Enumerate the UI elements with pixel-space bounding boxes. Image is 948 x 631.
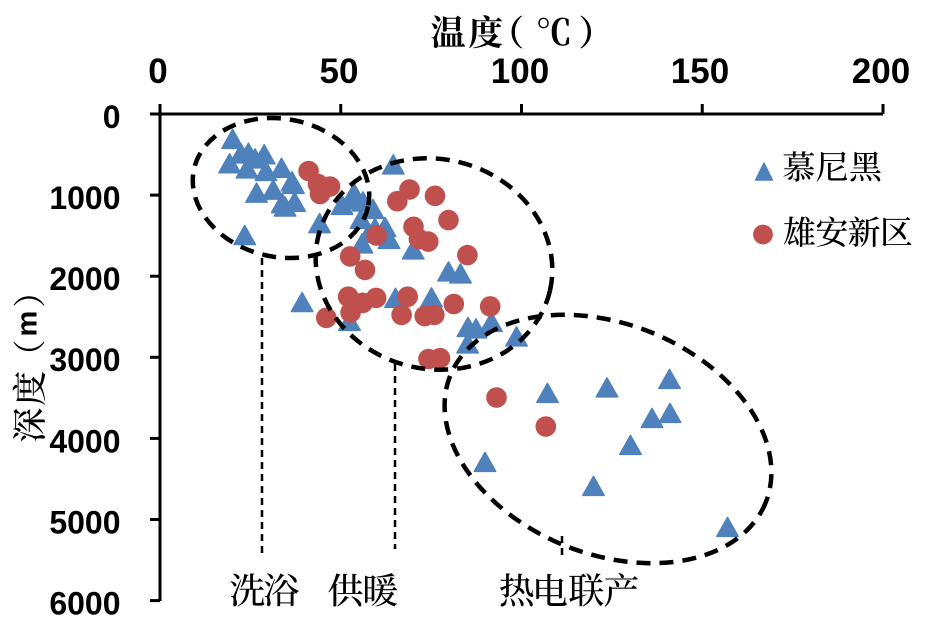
svg-text:1000: 1000 [49, 180, 120, 216]
svg-text:3000: 3000 [49, 342, 120, 378]
svg-text:0: 0 [148, 52, 167, 91]
svg-text:5000: 5000 [49, 504, 120, 540]
svg-text:100: 100 [491, 52, 549, 91]
svg-text:50: 50 [320, 52, 359, 91]
svg-text:4000: 4000 [49, 423, 120, 459]
svg-text:200: 200 [852, 52, 910, 91]
svg-text:6000: 6000 [49, 586, 120, 622]
svg-text:2000: 2000 [49, 261, 120, 297]
svg-text:m: m [12, 311, 44, 337]
svg-text:150: 150 [671, 52, 729, 91]
svg-text:0: 0 [103, 99, 121, 135]
